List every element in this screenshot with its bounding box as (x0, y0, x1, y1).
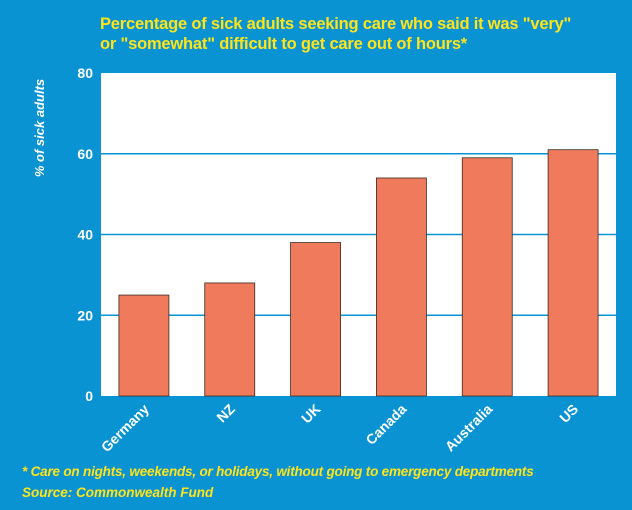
x-tick-label: US (556, 401, 581, 426)
bar-nz (204, 282, 256, 397)
bar-us (547, 149, 599, 397)
x-tick-label: Canada (362, 401, 409, 448)
chart-title-line-1: Percentage of sick adults seeking care w… (100, 15, 572, 33)
y-axis-label: % of sick adults (32, 79, 47, 177)
footnote: * Care on nights, weekends, or holidays,… (22, 464, 534, 479)
gridlines (101, 153, 616, 316)
y-tick-label: 40 (77, 227, 93, 243)
source-note: Source: Commonwealth Fund (22, 485, 214, 500)
y-tick-label: 60 (77, 146, 93, 162)
bar-australia (461, 157, 513, 397)
bars (118, 149, 599, 397)
x-tick-label: Australia (442, 401, 496, 455)
bar-germany (118, 294, 170, 397)
x-tick-labels: Germany NZ UK Canada Australia US (98, 400, 581, 455)
x-tick-label: Germany (98, 401, 152, 455)
bar-canada (376, 177, 427, 397)
chart-title: Percentage of sick adults seeking care w… (100, 14, 620, 54)
y-tick-labels: 0 20 40 60 80 (77, 65, 93, 404)
y-tick-label: 80 (77, 65, 93, 81)
x-tick-label: UK (298, 401, 324, 427)
y-tick-label: 0 (85, 388, 93, 404)
x-tick-label: NZ (213, 400, 238, 425)
bar-uk (290, 242, 341, 397)
chart-title-line-2: or "somewhat" difficult to get care out … (100, 35, 468, 53)
y-tick-label: 20 (77, 307, 93, 323)
